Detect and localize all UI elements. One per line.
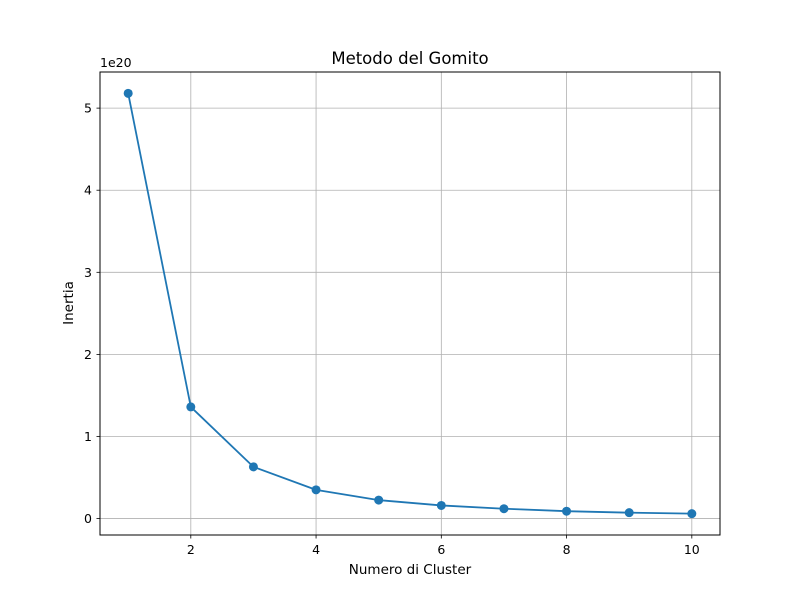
y-tick-label: 2 xyxy=(84,347,92,362)
y-tick-label: 1 xyxy=(84,429,92,444)
plot-frame xyxy=(99,71,721,536)
x-axis-label: Numero di Cluster xyxy=(349,562,472,578)
data-point xyxy=(562,506,572,516)
x-tick-label: 4 xyxy=(312,542,320,557)
y-tick-label: 4 xyxy=(84,183,92,198)
data-point xyxy=(186,402,196,412)
data-point xyxy=(624,508,634,518)
axis-ticks: 2 4 6 8 10 0 1 2 3 4 5 xyxy=(84,101,700,557)
y-axis-label: Inertia xyxy=(61,281,77,325)
y-tick-label: 3 xyxy=(84,265,92,280)
series-line xyxy=(127,93,692,515)
data-point xyxy=(687,509,697,519)
data-point xyxy=(123,88,133,98)
x-tick-label: 8 xyxy=(563,542,571,557)
data-point xyxy=(374,495,384,505)
x-tick-label: 6 xyxy=(437,542,445,557)
x-tick-label: 2 xyxy=(187,542,195,557)
data-point xyxy=(248,462,258,472)
y-axis-offset-label: 1e20 xyxy=(100,55,132,70)
x-tick-label: 10 xyxy=(684,542,700,557)
data-point xyxy=(436,500,446,510)
series-layer xyxy=(123,88,697,519)
grid-lines xyxy=(100,72,720,535)
y-tick-label: 5 xyxy=(84,101,92,116)
chart-title: Metodo del Gomito xyxy=(331,49,488,68)
data-point xyxy=(311,485,321,495)
data-point xyxy=(499,504,509,514)
y-tick-label: 0 xyxy=(84,511,92,526)
